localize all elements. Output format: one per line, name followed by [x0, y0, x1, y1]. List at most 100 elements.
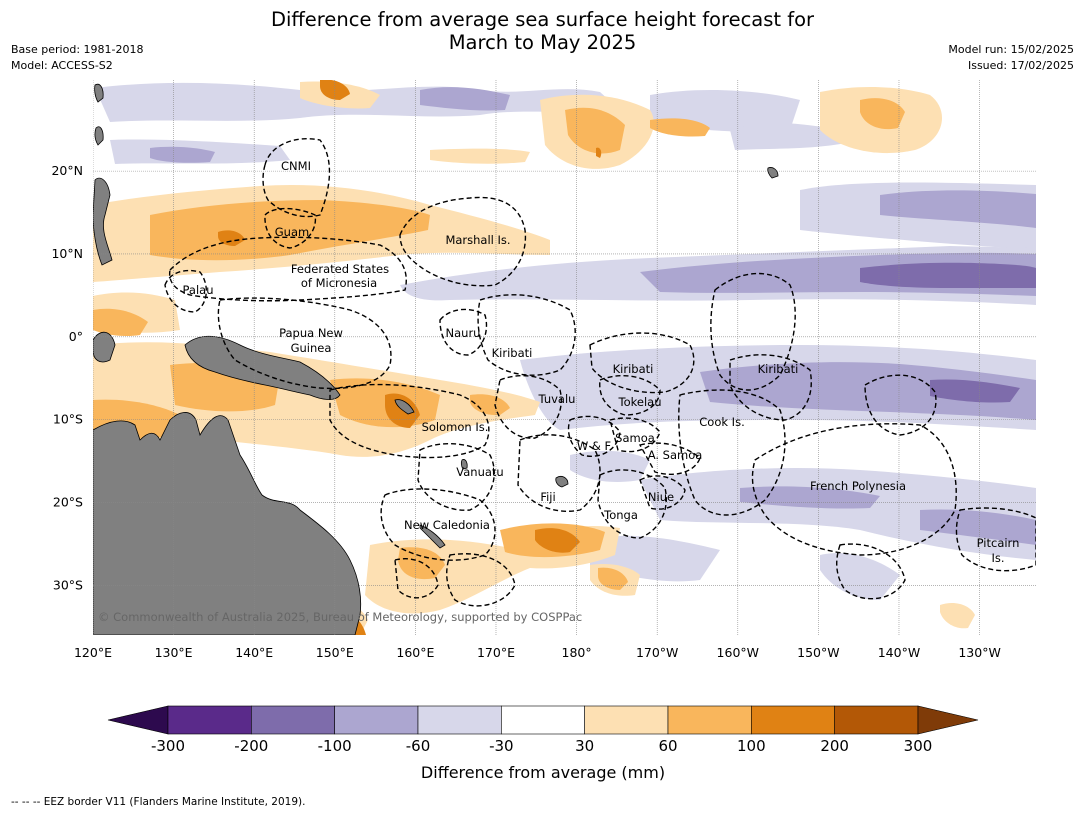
label-palau: Palau: [183, 283, 214, 297]
lat-tick-label: 30°S: [53, 577, 83, 592]
label-cook: Cook Is.: [699, 415, 744, 429]
colorbar-segment: [167, 705, 252, 735]
lat-tick-label: 10°N: [51, 246, 83, 261]
colorbar-tick-label: 200: [820, 737, 849, 755]
longitude-labels: 120°E 130°E 140°E 150°E 160°E 170°E 180° 170°W 1…: [74, 645, 1001, 660]
label-pitcairn-line1: Pitcairn: [977, 536, 1020, 550]
lon-tick-label: 170°W: [636, 645, 678, 660]
lon-tick-label: 160°W: [717, 645, 759, 660]
eez-borders: [164, 138, 1036, 607]
copyright-notice: © Commonwealth of Australia 2025, Bureau…: [98, 610, 582, 624]
label-guam: Guam: [275, 225, 309, 239]
eez-norfolk: [394, 558, 439, 599]
label-nauru: Nauru: [446, 326, 481, 340]
eez-png: [217, 297, 392, 390]
eez-solomon: [329, 383, 490, 459]
label-fiji: Fiji: [540, 490, 555, 504]
map-title-line2: March to May 2025: [448, 31, 637, 54]
land-masses: [93, 83, 779, 635]
lon-tick-label: 170°E: [477, 645, 515, 660]
model-name: Model: ACCESS-S2: [11, 59, 113, 72]
label-kiribati-west: Kiribati: [492, 346, 533, 360]
lat-tick-label: 0°: [69, 329, 83, 344]
model-run: Model run: 15/02/2025: [948, 43, 1074, 56]
colorbar-tick-label: -60: [406, 737, 431, 755]
lat-tick-label: 20°N: [51, 163, 83, 178]
colorbar-segment: [334, 705, 419, 735]
colorbar-segment: [751, 705, 835, 735]
issued-date: Issued: 17/02/2025: [967, 59, 1074, 72]
label-cnmi: CNMI: [281, 159, 311, 173]
label-solomon: Solomon Is.: [422, 420, 489, 434]
lon-tick-label: 130°E: [155, 645, 193, 660]
base-period: Base period: 1981-2018: [11, 43, 144, 56]
label-kiribati-east: Kiribati: [758, 362, 799, 376]
graticule: [93, 80, 1036, 635]
eez-wf: [567, 415, 621, 457]
eez-kermadec: [446, 553, 516, 607]
vanuatu-land: [460, 459, 468, 470]
lon-tick-label: 120°E: [74, 645, 112, 660]
label-tonga: Tonga: [603, 508, 638, 522]
label-png-line2: Guinea: [291, 341, 332, 355]
eez-cnmi: [262, 138, 331, 218]
label-french-polynesia: French Polynesia: [810, 479, 906, 493]
colorbar-tick-label: -100: [318, 737, 352, 755]
lat-tick-label: 10°S: [53, 412, 83, 427]
lon-tick-label: 160°E: [396, 645, 434, 660]
new-guinea-land: [184, 335, 341, 400]
eez-tokelau: [599, 375, 661, 416]
meta-right: Model run: 15/02/2025 Issued: 17/02/2025: [948, 42, 1074, 74]
colorbar: -300 -200 -100 -60 -30 30 60 100 200 300: [107, 705, 979, 755]
eez-nauru: [439, 308, 488, 356]
label-wf: W & F: [577, 439, 611, 453]
region-labels: CNMI Guam Marshall Is. Federated States …: [183, 159, 1020, 565]
colorbar-extend-low: [107, 705, 169, 735]
colorbar-tick-label: 30: [575, 737, 594, 755]
negative-anomaly-strong: [860, 262, 1036, 403]
eez-guam: [264, 207, 317, 249]
label-new-caledonia: New Caledonia: [404, 518, 490, 532]
eez-cook: [678, 389, 786, 516]
label-tokelau: Tokelau: [618, 395, 662, 409]
eez-samoa: [609, 417, 661, 453]
eez-marshall: [399, 196, 527, 287]
eez-palau: [164, 269, 207, 313]
colorbar-segment: [417, 705, 502, 735]
borneo-land: [93, 331, 116, 363]
lon-tick-label: 140°W: [878, 645, 920, 660]
colorbar-segment: [584, 705, 669, 735]
eez-kiribati-west: [477, 294, 576, 376]
eez-fp: [751, 423, 957, 556]
eez-legend-footer: -- -- -- EEZ border V11 (Flanders Marine…: [11, 796, 306, 808]
latitude-labels: 20°N 10°N 0° 10°S 20°S 30°S: [51, 163, 83, 592]
label-asamoa: A. Samoa: [648, 448, 703, 462]
eez-kiribati-central: [589, 332, 695, 394]
colorbar-tick-label: 60: [658, 737, 677, 755]
eez-fp-north: [864, 374, 937, 436]
colorbar-extend-high: [917, 705, 979, 735]
eez-pitcairn: [955, 507, 1036, 572]
eez-kiribati-line: [729, 354, 812, 421]
label-niue: Niue: [648, 490, 674, 504]
japan-islands-land: [94, 83, 104, 103]
label-kiribati-central: Kiribati: [613, 362, 654, 376]
eez-vanuatu: [417, 442, 495, 511]
eez-fiji: [517, 434, 601, 512]
colorbar-segment: [834, 705, 919, 735]
eez-asamoa: [638, 442, 701, 476]
lon-tick-label: 150°E: [316, 645, 354, 660]
solomon-land: [394, 399, 415, 415]
map-title-line1: Difference from average sea surface heig…: [270, 8, 815, 31]
eez-fsm: [168, 236, 407, 302]
eez-kiribati-east: [710, 272, 796, 391]
colorbar-tick-label: -300: [151, 737, 185, 755]
colorbar-tick-label: -200: [234, 737, 268, 755]
meta-left: Base period: 1981-2018 Model: ACCESS-S2: [11, 42, 143, 74]
colorbar-segment: [667, 705, 752, 735]
taiwan-land: [94, 126, 104, 146]
eez-niue: [639, 475, 686, 510]
lon-tick-label: 130°W: [958, 645, 1000, 660]
label-fsm-line2: of Micronesia: [301, 276, 377, 290]
label-vanuatu: Vanuatu: [456, 465, 503, 479]
